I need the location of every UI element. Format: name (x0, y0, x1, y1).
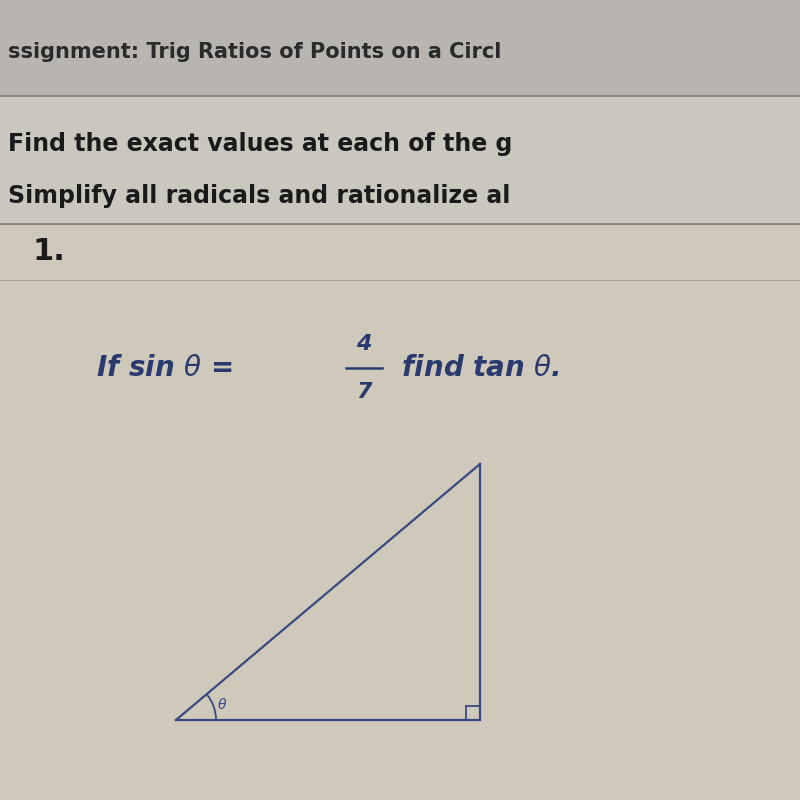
Text: ssignment: Trig Ratios of Points on a Circl: ssignment: Trig Ratios of Points on a Ci… (8, 42, 502, 62)
Text: Simplify all radicals and rationalize al: Simplify all radicals and rationalize al (8, 184, 510, 208)
Text: If sin $\theta$ =: If sin $\theta$ = (96, 354, 235, 382)
Text: 4: 4 (356, 334, 372, 354)
Text: 1.: 1. (32, 238, 65, 266)
Text: 7: 7 (356, 382, 372, 402)
Bar (0, 96, 800, 224)
Text: θ: θ (218, 698, 226, 712)
Text: find tan $\theta$.: find tan $\theta$. (392, 354, 560, 382)
Bar (0, 0, 800, 96)
Text: Find the exact values at each of the g: Find the exact values at each of the g (8, 132, 512, 156)
